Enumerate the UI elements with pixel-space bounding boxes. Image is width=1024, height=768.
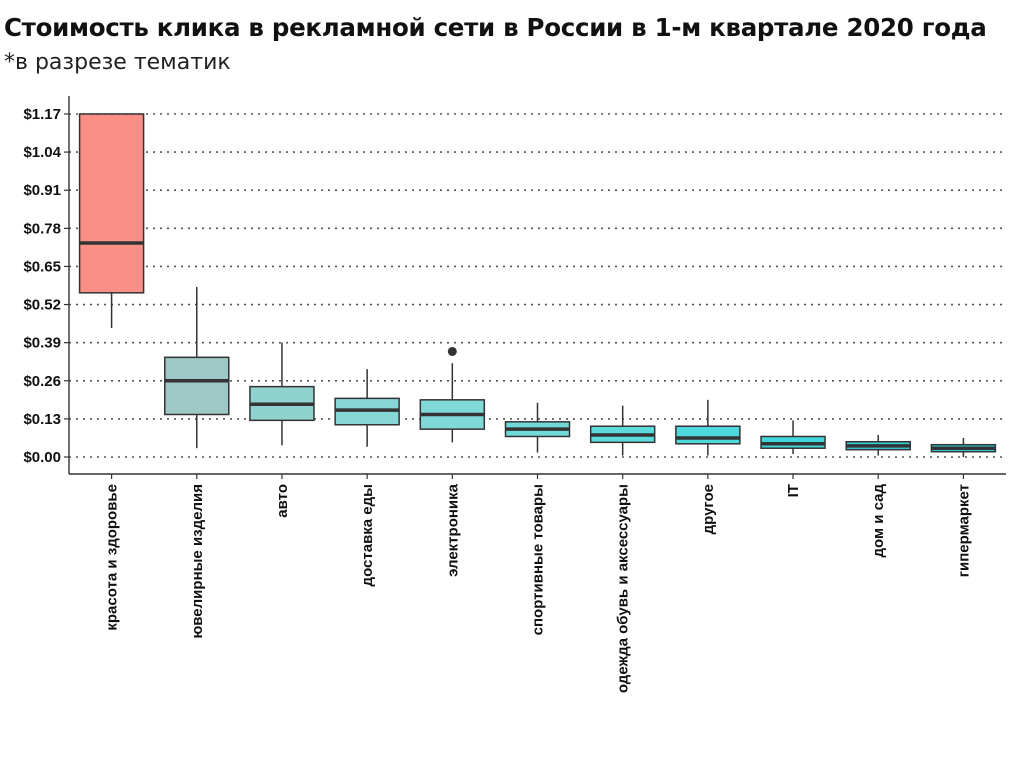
x-tick-label: дом и сад [870, 484, 887, 558]
x-tick-label: другое [700, 484, 717, 534]
box-group [419, 346, 486, 443]
box-group [504, 402, 571, 453]
y-tick-label: $1.04 [23, 144, 61, 161]
chart-subtitle: *в разрезе тематик [4, 50, 231, 75]
box-group [249, 342, 315, 446]
x-tick-label: авто [274, 484, 291, 518]
box-iqr [164, 356, 230, 416]
outlier-point [447, 346, 457, 356]
x-tick-label: одежда обувь и аксессуары [615, 484, 632, 693]
box-group [589, 405, 656, 456]
box-group [675, 399, 741, 456]
y-tick-label: $0.91 [23, 182, 61, 199]
box-group [760, 420, 826, 455]
y-tick-label: $0.00 [23, 449, 61, 466]
box-group [78, 113, 145, 329]
y-tick-label: $0.78 [23, 220, 61, 237]
box-iqr [78, 113, 145, 294]
x-tick-label: доставка еды [359, 484, 376, 586]
y-tick-label: $0.39 [23, 335, 61, 352]
y-tick-label: $0.26 [23, 373, 61, 390]
box-iqr [675, 425, 741, 445]
box-group [930, 437, 997, 457]
boxes [78, 113, 997, 457]
chart-title: Стоимость клика в рекламной сети в Росси… [4, 13, 987, 42]
x-tick-label: красота и здоровье [104, 484, 121, 631]
box-group [334, 369, 400, 447]
x-tick-label: ювелирные изделия [189, 484, 206, 639]
x-tick-label: гипермаркет [955, 484, 972, 577]
x-tick-label: IT [785, 484, 802, 497]
x-tick-label: спортивные товары [530, 484, 547, 635]
x-axis: красота и здоровье ювелирные изделия авто д… [69, 473, 1006, 693]
x-tick-label: электроника [444, 483, 461, 577]
box-group [164, 286, 230, 449]
y-tick-label: $0.65 [23, 258, 61, 275]
y-tick-label: $0.13 [23, 411, 61, 428]
y-tick-label: $1.17 [23, 106, 61, 123]
y-tick-label: $0.52 [23, 297, 61, 314]
y-axis: $0.00 $0.13 $0.26 $0.39 $0.52 $0.65 $0.78 $0.91… [23, 96, 70, 474]
box-group [845, 435, 911, 456]
